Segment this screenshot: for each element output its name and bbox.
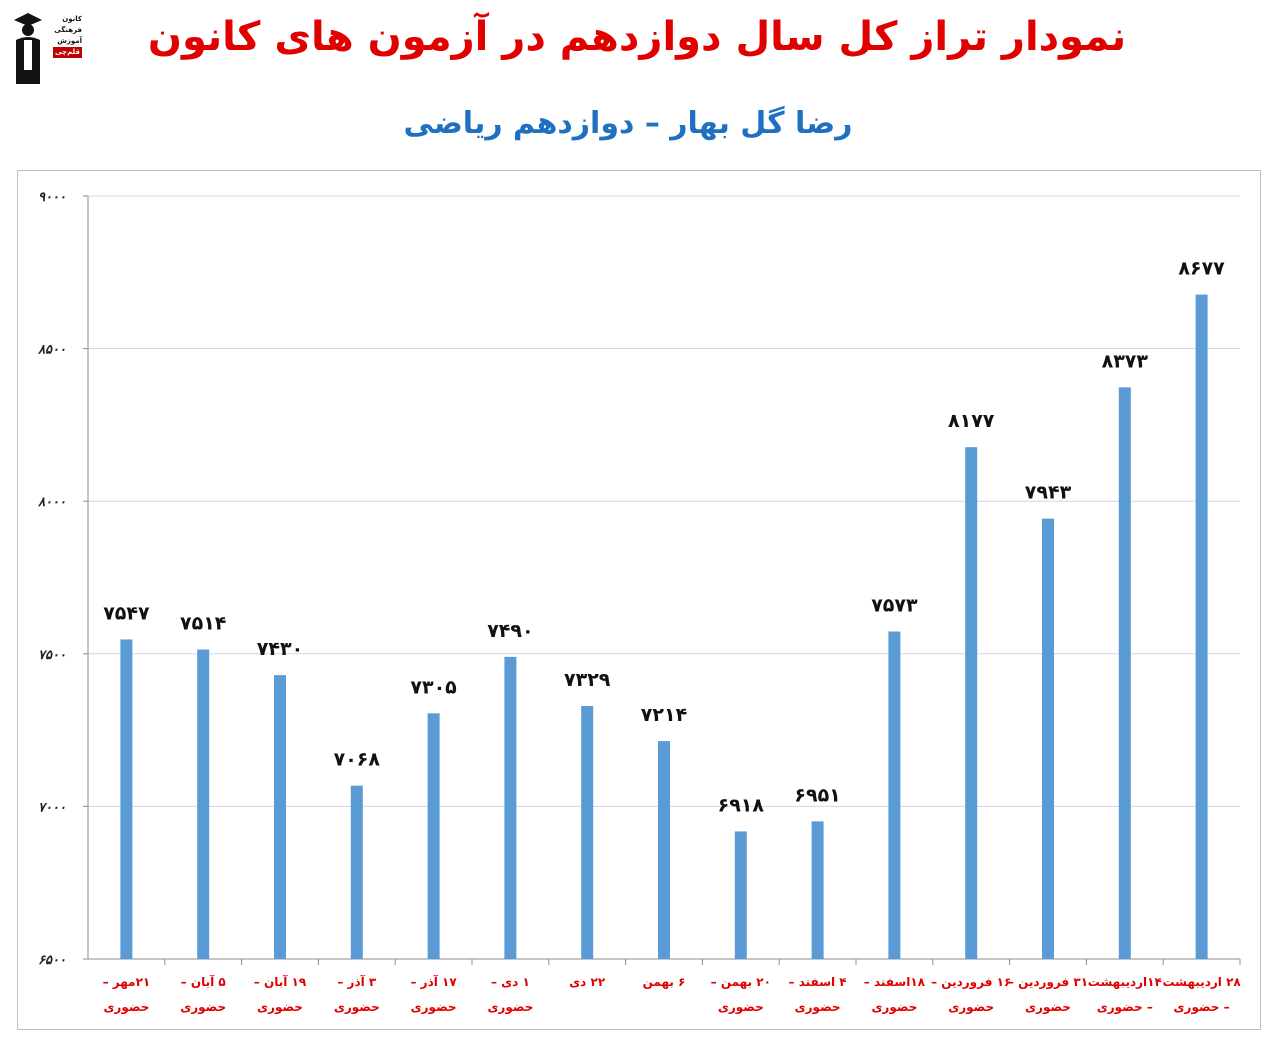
x-tick-label: حضوری — [180, 1000, 226, 1015]
graduate-icon — [14, 13, 42, 84]
x-tick-label: ۲۲ دی — [569, 975, 606, 989]
data-label: ۶۹۵۱ — [794, 784, 840, 806]
x-tick-label: – حضوری — [1097, 1000, 1153, 1015]
x-tick-label: ۱۴اردیبهشت — [1088, 975, 1162, 989]
x-tick-label: ۱۸اسفند – — [864, 975, 926, 989]
bar — [274, 675, 286, 959]
bar — [581, 705, 594, 959]
data-label: ۸۱۷۷ — [948, 410, 995, 432]
bar — [811, 821, 824, 959]
x-tick-label: حضوری — [103, 1000, 149, 1015]
x-tick-label: ۱ دی – — [491, 975, 530, 989]
bar — [1195, 294, 1208, 959]
y-tick-label: ۹۰۰۰ — [38, 190, 66, 205]
data-label: ۷۲۱۴ — [641, 704, 687, 726]
bar — [734, 831, 747, 959]
bar — [197, 649, 210, 959]
x-tick-label: حضوری — [411, 1000, 457, 1015]
x-tick-label: ۳ آذر – — [337, 974, 377, 989]
logo-line-1: کانون — [62, 15, 82, 23]
x-tick-label: حضوری — [487, 1000, 533, 1015]
data-label: ۷۳۰۵ — [410, 676, 457, 698]
bar — [120, 639, 133, 959]
y-tick-label: ۶۵۰۰ — [38, 953, 66, 968]
x-tick-label: ۱۶ فروردین – — [931, 975, 1011, 990]
x-tick-label: ۳۱ فروردین – — [1008, 975, 1088, 990]
page-subtitle: رضا گل بهار – دوازدهم ریاضی — [403, 106, 853, 141]
logo-line-2: فرهنگی — [54, 26, 82, 34]
x-tick-label: حضوری — [1025, 1000, 1071, 1015]
data-label: ۷۳۲۹ — [564, 669, 611, 691]
data-label: ۷۴۹۰ — [487, 620, 533, 642]
bar — [504, 656, 517, 959]
x-tick-label: حضوری — [948, 1000, 994, 1015]
logo-text: کانون فرهنگی آموزش قلم‌چی — [40, 14, 82, 58]
data-label: ۷۵۷۳ — [871, 595, 918, 617]
data-label: ۷۵۱۴ — [180, 613, 226, 635]
x-tick-label: – حضوری — [1174, 1000, 1230, 1015]
x-tick-label: ۶ بهمن — [643, 975, 686, 989]
chart-frame — [17, 170, 1261, 1030]
bar — [888, 631, 901, 959]
bar — [1118, 387, 1131, 959]
x-tick-label: حضوری — [257, 1000, 303, 1015]
data-label: ۷۰۶۸ — [334, 749, 381, 771]
bar — [350, 785, 363, 959]
data-label: ۶۹۱۸ — [718, 794, 765, 816]
bar — [1042, 518, 1054, 959]
data-label: ۷۵۴۷ — [103, 602, 150, 624]
bar — [658, 741, 670, 959]
logo-badge: قلم‌چی — [52, 47, 82, 58]
data-label: ۷۴۳۰ — [257, 638, 303, 660]
y-tick-label: ۷۵۰۰ — [38, 648, 66, 663]
data-label: ۸۳۷۳ — [1102, 350, 1149, 372]
x-tick-label: حضوری — [795, 1000, 841, 1015]
y-tick-label: ۸۵۰۰ — [37, 343, 66, 358]
x-tick-label: حضوری — [334, 1000, 380, 1015]
page-title: نمودار تراز کل سال دوازدهم در آزمون های … — [147, 14, 1127, 60]
x-tick-label: ۲۸ اردیبهشت — [1162, 975, 1241, 989]
x-tick-label: ۱۷ آذر – — [410, 974, 457, 989]
x-tick-label: حضوری — [718, 1000, 764, 1015]
x-tick-label: ۵ آبان – — [181, 974, 226, 989]
y-tick-label: ۷۰۰۰ — [38, 800, 66, 815]
bar — [965, 447, 978, 959]
kanoon-logo: کانون فرهنگی آموزش قلم‌چی — [10, 10, 82, 86]
x-tick-label: ۲۱مهر – — [103, 975, 151, 989]
data-label: ۸۶۷۷ — [1178, 258, 1225, 280]
logo-line-3: آموزش — [57, 37, 82, 45]
bar — [427, 713, 440, 959]
x-tick-label: ۲۰ بهمن – — [711, 975, 771, 989]
x-tick-label: ۴ اسفند – — [789, 975, 847, 989]
x-tick-label: حضوری — [871, 1000, 917, 1015]
data-label: ۷۹۴۳ — [1025, 482, 1072, 504]
x-tick-label: ۱۹ آبان – — [254, 974, 307, 989]
y-tick-label: ۸۰۰۰ — [37, 495, 66, 510]
